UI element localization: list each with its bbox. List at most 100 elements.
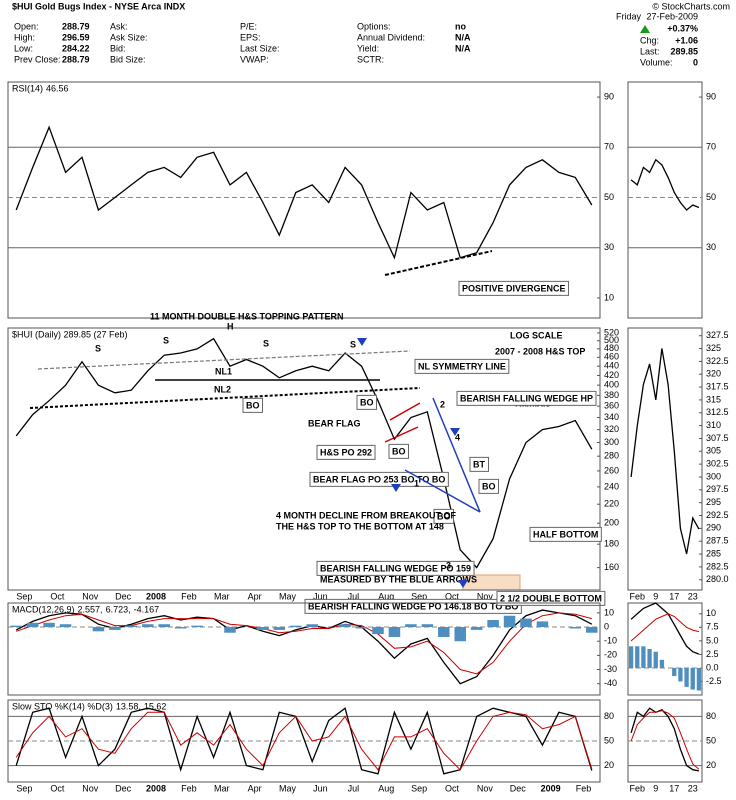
- histogram-bar: [388, 627, 401, 637]
- histogram-bar: [684, 667, 689, 687]
- x-tick-label: Jul: [348, 591, 360, 601]
- y-tick-label: 90: [706, 91, 716, 101]
- annotation: BEARISH FALLING WEDGE HP: [460, 393, 593, 403]
- panel-frame: [7, 602, 601, 696]
- panel-frame: [627, 602, 703, 696]
- x-tick-label: Aug: [378, 783, 394, 793]
- annotation-box: [356, 394, 377, 410]
- y-tick-label: 440: [604, 361, 619, 371]
- x-tick-label: Nov: [82, 783, 99, 793]
- x-tick-label: 9: [653, 783, 658, 793]
- x-tick-label: Jul: [348, 783, 360, 793]
- annotation: NL1: [215, 366, 232, 376]
- y-tick-label: 312.5: [706, 407, 729, 417]
- trendline: [432, 397, 481, 513]
- histogram-bar: [92, 627, 105, 632]
- field-value: 288.79: [62, 54, 90, 64]
- annotation-box: [388, 443, 409, 459]
- y-tick-label: 200: [604, 518, 619, 528]
- change-pct: +0.37%: [667, 23, 698, 33]
- x-tick-label: Feb: [181, 783, 197, 793]
- annotation: 1: [414, 478, 419, 488]
- series-line: [16, 612, 592, 675]
- histogram-bar: [109, 627, 121, 630]
- up-arrow: [640, 25, 650, 33]
- trendline: [29, 387, 421, 409]
- y-tick-label: 30: [706, 242, 716, 252]
- y-tick-label: 90: [604, 91, 614, 101]
- annotation-box: [456, 390, 597, 406]
- field-label: Ask:: [110, 21, 128, 31]
- y-tick-label: -20: [604, 650, 617, 660]
- histogram-bar: [586, 627, 598, 633]
- arrow: [458, 580, 468, 588]
- field-value: 288.79: [62, 21, 90, 31]
- x-tick-label: May: [279, 591, 297, 601]
- annotation: BO: [437, 511, 451, 521]
- annotation: 4: [455, 432, 460, 442]
- quote-value: 0: [693, 57, 698, 67]
- legend-entry: Slow STO %K(14) %D(3): [12, 701, 113, 711]
- x-tick-label: 17: [669, 783, 679, 793]
- field-label: Low:: [14, 43, 33, 53]
- y-tick-label: 317.5: [706, 381, 729, 391]
- y-tick-label: 302.5: [706, 459, 729, 469]
- histogram-bar: [678, 667, 683, 682]
- y-tick-label: -40: [604, 678, 617, 688]
- y-tick-label: -30: [604, 664, 617, 674]
- histogram-bar: [520, 618, 532, 628]
- field-label: Bid:: [110, 43, 126, 53]
- y-tick-label: 307.5: [706, 433, 729, 443]
- y-tick-label: 160: [604, 562, 619, 572]
- y-tick-label: 7.5: [706, 622, 719, 632]
- histogram-bar: [59, 624, 72, 628]
- quote-label: Chg:: [640, 35, 659, 45]
- annotation: S: [350, 339, 356, 349]
- series-line: [630, 158, 700, 211]
- field-value: 284.22: [62, 43, 90, 53]
- y-tick-label: 70: [706, 142, 716, 152]
- field-label: Annual Dividend:: [357, 32, 425, 42]
- histogram-bar: [405, 624, 417, 628]
- y-tick-label: 285: [706, 548, 721, 558]
- legend-entry: 2.557,: [78, 604, 103, 614]
- histogram-bar: [125, 625, 138, 628]
- y-tick-label: -10: [604, 636, 617, 646]
- series-line: [15, 707, 593, 775]
- y-tick-label: 70: [604, 142, 614, 152]
- field-label: Yield:: [357, 43, 379, 53]
- field-label: EPS:: [240, 32, 261, 42]
- x-tick-label: Feb: [181, 591, 197, 601]
- annotation-box: [529, 526, 602, 542]
- y-tick-label: 400: [604, 380, 619, 390]
- annotation: MEASURED BY THE BLUE ARROWS: [320, 574, 477, 584]
- x-tick-label: Sep: [411, 591, 427, 601]
- annotation: 2: [440, 399, 445, 409]
- annotation: 4 MONTH DECLINE FROM BREAKOUT OF: [276, 510, 456, 520]
- y-tick-label: 520: [604, 327, 619, 337]
- histogram-bar: [26, 622, 39, 628]
- histogram-bar: [339, 624, 351, 628]
- x-tick-label: Nov: [82, 591, 99, 601]
- x-tick-label: Nov: [477, 783, 494, 793]
- x-tick-label: Sep: [16, 591, 32, 601]
- y-tick-label: 292.5: [706, 510, 729, 520]
- legend-entry: $HUI (Daily) 289.85 (27 Feb): [12, 329, 128, 339]
- x-tick-label: Mar: [214, 591, 230, 601]
- histogram-bar: [659, 659, 665, 668]
- histogram-bar: [273, 627, 286, 630]
- arrow: [357, 338, 367, 346]
- histogram-bar: [641, 646, 646, 668]
- histogram-bar: [628, 646, 634, 668]
- y-tick-label: 295: [706, 497, 721, 507]
- histogram-bar: [355, 627, 368, 629]
- annotation-box: [433, 508, 454, 524]
- x-tick-label: Feb: [576, 783, 592, 793]
- histogram-bar: [536, 621, 549, 628]
- y-tick-label: 180: [604, 539, 619, 549]
- x-tick-label: Dec: [115, 783, 132, 793]
- histogram-bar: [569, 627, 582, 629]
- date: 27-Feb-2009: [646, 11, 698, 21]
- histogram-bar: [224, 627, 236, 633]
- y-tick-label: 10: [604, 292, 614, 302]
